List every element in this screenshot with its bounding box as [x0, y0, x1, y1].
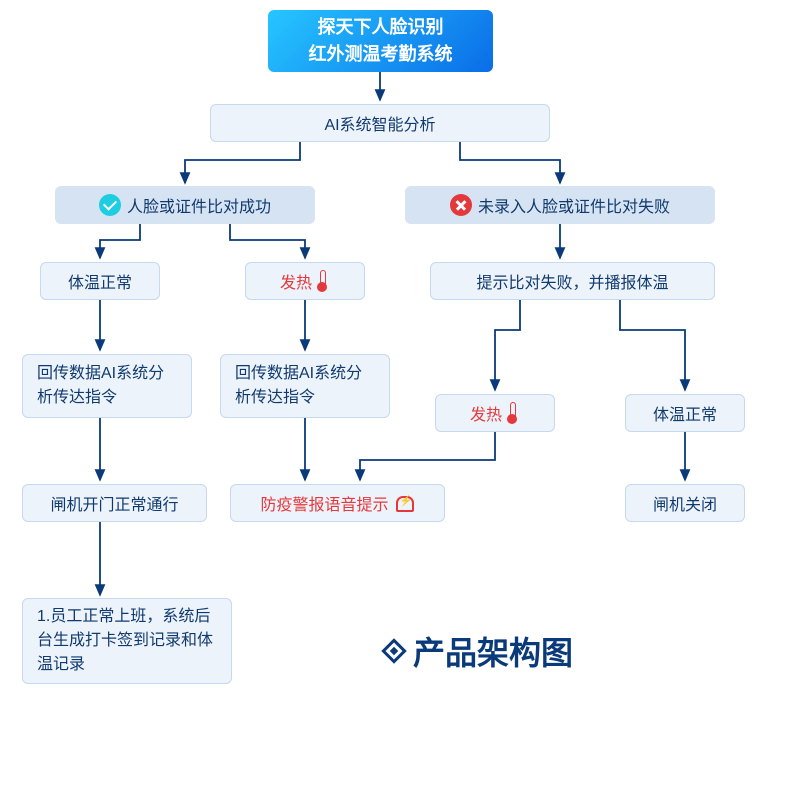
node-fever-left: 发热 [245, 262, 365, 300]
node-gate-open: 闸机开门正常通行 [22, 484, 207, 522]
diagram-title: 产品架构图 [385, 628, 573, 674]
fever-left-label: 发热 [280, 269, 312, 293]
failure-prompt-label: 提示比对失败，并播报体温 [476, 269, 668, 293]
failure-label: 未录入人脸或证件比对失败 [478, 193, 670, 217]
node-fever-right: 发热 [435, 394, 555, 432]
gate-close-label: 闸机关闭 [653, 491, 717, 515]
diamond-icon [381, 638, 406, 663]
node-success: 人脸或证件比对成功 [55, 186, 315, 224]
node-header: 探天下人脸识别 红外测温考勤系统 [268, 10, 493, 72]
temp-normal-right-label: 体温正常 [653, 401, 717, 425]
check-icon [99, 194, 121, 216]
ai-analysis-label: AI系统智能分析 [324, 111, 435, 135]
node-failure-prompt: 提示比对失败，并播报体温 [430, 262, 715, 300]
title-text: 产品架构图 [413, 628, 573, 674]
node-ai-analysis: AI系统智能分析 [210, 104, 550, 142]
node-ai-relay-1: 回传数据AI系统分析传达指令 [22, 354, 192, 418]
node-temp-normal-left: 体温正常 [40, 262, 160, 300]
alarm-label: 防疫警报语音提示 [260, 491, 388, 515]
cross-icon [450, 194, 472, 216]
record-label: 1.员工正常上班，系统后台生成打卡签到记录和体温记录 [37, 605, 217, 677]
header-line2: 红外测温考勤系统 [309, 41, 453, 68]
header-line1: 探天下人脸识别 [318, 14, 444, 41]
fever-right-label: 发热 [470, 401, 502, 425]
ai-relay-2-label: 回传数据AI系统分析传达指令 [235, 362, 375, 410]
node-failure: 未录入人脸或证件比对失败 [405, 186, 715, 224]
node-record: 1.员工正常上班，系统后台生成打卡签到记录和体温记录 [22, 598, 232, 684]
ai-relay-1-label: 回传数据AI系统分析传达指令 [37, 362, 177, 410]
gate-open-label: 闸机开门正常通行 [50, 491, 178, 515]
node-gate-close: 闸机关闭 [625, 484, 745, 522]
node-ai-relay-2: 回传数据AI系统分析传达指令 [220, 354, 390, 418]
temp-normal-left-label: 体温正常 [68, 269, 132, 293]
thermometer-icon [316, 270, 330, 292]
thermometer-icon [506, 402, 520, 424]
node-temp-normal-right: 体温正常 [625, 394, 745, 432]
node-alarm: 防疫警报语音提示 [230, 484, 445, 522]
success-label: 人脸或证件比对成功 [127, 193, 271, 217]
siren-icon [393, 492, 415, 514]
